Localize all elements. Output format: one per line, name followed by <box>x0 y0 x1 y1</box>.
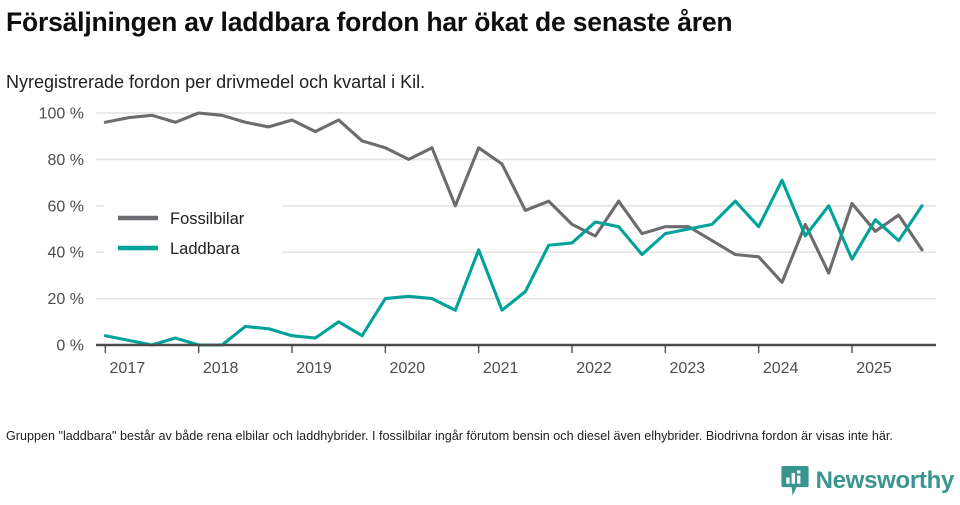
x-tick-label: 2020 <box>390 360 426 377</box>
y-tick-label: 60 % <box>48 198 84 215</box>
footnote-text: Gruppen "laddbara" består av både rena e… <box>6 429 893 443</box>
y-tick-label: 20 % <box>48 291 84 308</box>
legend-label-fossilbilar: Fossilbilar <box>170 210 245 228</box>
x-axis-tick-labels: 2017 2018 2019 2020 2021 2022 2023 2024 2025 <box>110 360 892 377</box>
x-tick-label: 2023 <box>670 360 706 377</box>
x-tick-label: 2017 <box>110 360 146 377</box>
y-tick-label: 0 % <box>56 338 84 355</box>
x-tick-label: 2019 <box>296 360 332 377</box>
x-tick-label: 2022 <box>576 360 612 377</box>
legend-label-laddbara: Laddbara <box>170 240 241 258</box>
brand-name-label: Newsworthy <box>815 467 955 494</box>
x-tick-label: 2021 <box>483 360 519 377</box>
line-chart: 0 % 20 % 40 % 60 % 80 % 100 % 2017 2018 2019 202… <box>0 105 960 390</box>
y-tick-label: 100 % <box>39 106 84 123</box>
page-title: Försäljningen av laddbara fordon har öka… <box>6 7 733 37</box>
y-axis-tick-labels: 0 % 20 % 40 % 60 % 80 % 100 % <box>39 106 84 355</box>
bar-chart-speech-bubble-icon <box>781 466 809 496</box>
x-axis-ticks <box>104 345 853 353</box>
x-tick-label: 2025 <box>856 360 892 377</box>
chart-svg: 0 % 20 % 40 % 60 % 80 % 100 % 2017 2018 2019 202… <box>39 106 936 377</box>
newsworthy-logo: Newsworthy <box>781 465 954 497</box>
series-line-fossilbilar <box>103 111 924 284</box>
y-tick-label: 80 % <box>48 152 84 169</box>
y-tick-label: 40 % <box>48 245 84 262</box>
x-tick-label: 2024 <box>763 360 799 377</box>
chart-legend: Fossilbilar Laddbara <box>104 203 282 262</box>
series-line-laddbara <box>103 178 924 347</box>
series-lines <box>103 111 924 347</box>
x-tick-label: 2018 <box>203 360 239 377</box>
page-subtitle: Nyregistrerade fordon per drivmedel och … <box>6 72 426 92</box>
